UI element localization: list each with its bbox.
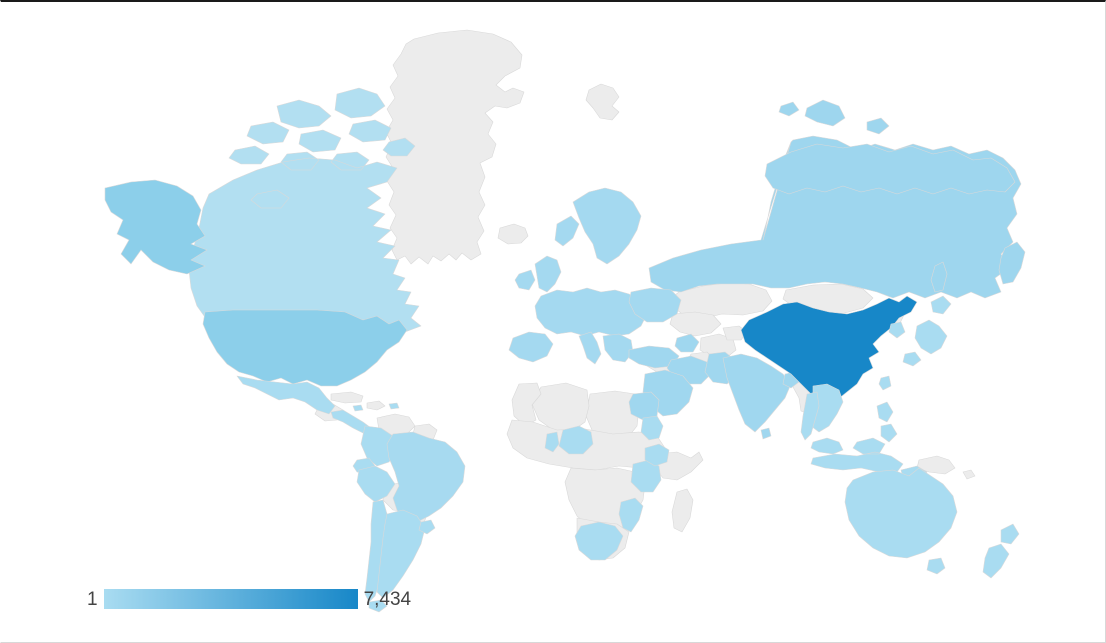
region-madagascar[interactable] — [672, 489, 693, 532]
region-sri-lanka[interactable] — [761, 428, 771, 439]
region-balkans[interactable] — [603, 334, 633, 362]
region-nigeria[interactable] — [559, 426, 593, 454]
region-philippines[interactable] — [877, 402, 897, 442]
region-peru[interactable] — [357, 466, 395, 502]
region-brazil[interactable] — [387, 432, 465, 522]
region-united-kingdom[interactable] — [535, 256, 561, 292]
region-mexico[interactable] — [237, 376, 335, 414]
region-sudan[interactable] — [641, 416, 663, 440]
region-solomon-islands[interactable] — [963, 470, 975, 479]
region-iceland[interactable] — [498, 224, 528, 244]
legend-gradient-bar — [103, 589, 358, 609]
region-uzbekistan[interactable] — [670, 312, 721, 336]
region-sakhalin[interactable] — [931, 262, 947, 292]
region-tasmania[interactable] — [927, 558, 945, 574]
region-tierra-del-fuego[interactable] — [369, 600, 387, 612]
legend-min-label: 1 — [87, 588, 98, 610]
region-united-states[interactable] — [203, 310, 407, 386]
region-taiwan[interactable] — [879, 376, 891, 390]
region-severnaya-zemlya[interactable] — [867, 118, 889, 134]
region-south-africa[interactable] — [575, 522, 623, 560]
region-franz-josef[interactable] — [779, 102, 799, 116]
region-india[interactable] — [723, 354, 791, 432]
region-kamchatka[interactable] — [999, 242, 1025, 284]
region-russia-north[interactable] — [765, 144, 1015, 194]
region-malaysia[interactable] — [811, 438, 843, 454]
region-argentina[interactable] — [377, 510, 425, 598]
region-iberia[interactable] — [509, 332, 553, 362]
region-australia[interactable] — [845, 468, 957, 558]
map-legend: 1 7,434 — [87, 586, 411, 612]
region-canada[interactable] — [189, 88, 421, 336]
region-hispaniola[interactable] — [367, 401, 385, 410]
region-thailand[interactable] — [801, 392, 819, 440]
region-italy[interactable] — [579, 332, 601, 364]
region-japan[interactable] — [903, 296, 951, 366]
region-ghana[interactable] — [545, 432, 559, 452]
region-europe-west[interactable] — [535, 288, 647, 336]
region-cuba[interactable] — [331, 392, 363, 403]
region-caucasus[interactable] — [675, 334, 699, 352]
region-greenland[interactable] — [386, 30, 524, 264]
region-colombia[interactable] — [361, 426, 397, 466]
region-scandinavia[interactable] — [555, 188, 641, 264]
region-south-korea[interactable] — [889, 322, 905, 338]
region-alaska[interactable] — [105, 180, 207, 274]
region-new-zealand[interactable] — [983, 524, 1019, 578]
region-libya[interactable] — [586, 391, 639, 436]
legend-max-label: 7,434 — [363, 588, 412, 610]
region-morocco[interactable] — [512, 383, 541, 426]
region-uruguay[interactable] — [419, 520, 435, 534]
region-caribbean-blue[interactable] — [353, 403, 399, 411]
region-novaya-zemlya[interactable] — [805, 100, 845, 126]
region-china[interactable] — [741, 296, 917, 406]
region-kenya[interactable] — [645, 444, 669, 466]
region-eastern-europe[interactable] — [629, 288, 681, 322]
region-mozambique[interactable] — [619, 498, 643, 532]
region-ireland[interactable] — [515, 270, 535, 290]
data-regions — [105, 88, 1025, 612]
region-svalbard[interactable] — [586, 84, 619, 120]
